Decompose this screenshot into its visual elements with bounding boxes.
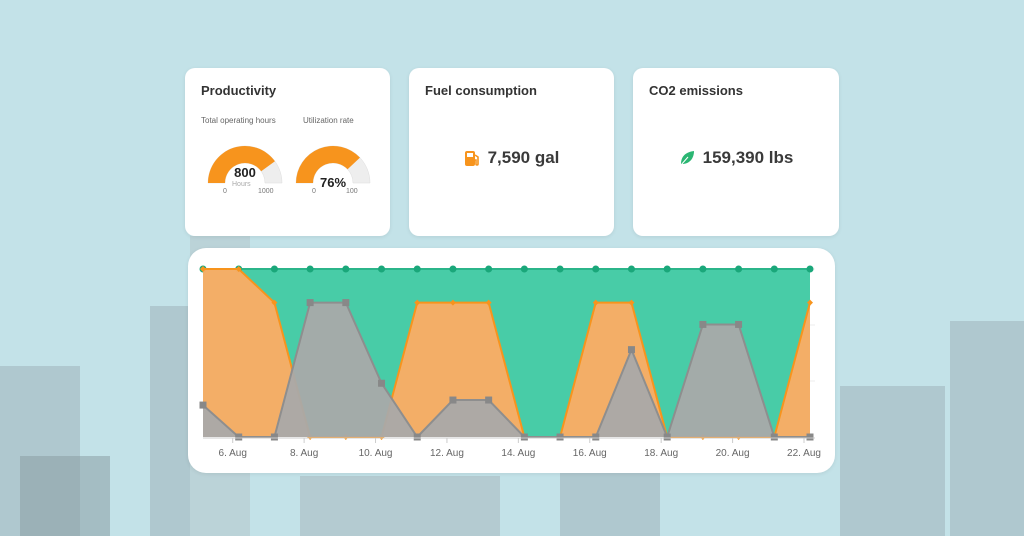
co2-value: 159,390 lbs — [702, 148, 794, 167]
gray-area — [203, 302, 810, 437]
gray-line — [202, 301, 810, 440]
orange-point — [807, 299, 813, 306]
co2-title: CO2 emissions — [649, 83, 743, 98]
gray-point — [770, 433, 778, 441]
gray-point — [520, 433, 528, 441]
activity-chart-card: 6. Aug 8. Aug 10. Aug 12. Aug 14. Aug 16. Aug… — [188, 248, 835, 473]
gray-point — [449, 396, 457, 404]
fuel-pump-icon — [464, 150, 479, 166]
x-tick-label: 20. Aug — [716, 448, 750, 459]
green-point — [806, 265, 814, 273]
gray-point — [485, 396, 493, 404]
green-point — [627, 265, 635, 273]
utilization-max: 100 — [346, 188, 358, 195]
fuel-card: Fuel consumption 7,590 gal — [409, 68, 614, 236]
gray-point — [699, 320, 707, 328]
hours-unit: Hours — [232, 181, 251, 188]
gray-point — [627, 346, 635, 354]
orange-area — [203, 269, 810, 437]
utilization-min: 0 — [312, 188, 316, 195]
gray-point — [235, 433, 243, 441]
leaf-icon — [680, 151, 694, 166]
hours-min: 0 — [223, 188, 227, 195]
gray-point — [806, 433, 814, 441]
hours-max: 1000 — [258, 188, 274, 195]
gray-point — [556, 433, 564, 441]
orange-point — [628, 299, 635, 306]
x-tick-label: 22. Aug — [787, 448, 821, 459]
gray-point — [306, 299, 314, 307]
green-point — [663, 265, 671, 273]
fuel-title: Fuel consumption — [425, 83, 537, 98]
gray-point — [592, 433, 600, 441]
gray-point — [342, 299, 350, 307]
x-tick-label: 14. Aug — [501, 448, 535, 459]
gray-point — [663, 433, 671, 441]
gray-point — [270, 433, 278, 441]
fuel-value: 7,590 gal — [487, 148, 560, 167]
productivity-title: Productivity — [201, 83, 277, 98]
green-point — [556, 265, 564, 273]
green-point — [735, 265, 743, 273]
x-tick-label: 10. Aug — [359, 448, 393, 459]
orange-point — [449, 299, 456, 306]
gray-point — [735, 320, 743, 328]
x-tick-label: 16. Aug — [573, 448, 607, 459]
orange-point — [485, 299, 492, 306]
hours-label: Total operating hours — [201, 116, 276, 125]
orange-point — [200, 266, 206, 272]
gray-point — [199, 401, 207, 409]
co2-card: CO2 emissions 159,390 lbs — [633, 68, 839, 236]
hours-gauge — [207, 145, 371, 184]
green-point — [342, 265, 350, 273]
green-point — [485, 265, 493, 273]
green-point — [699, 265, 707, 273]
gray-point — [378, 379, 386, 387]
green-point — [306, 265, 314, 273]
green-point — [520, 265, 528, 273]
orange-point — [271, 299, 278, 306]
productivity-card: Productivity Total operating hours Utili… — [185, 68, 390, 236]
x-tick-label: 18. Aug — [644, 448, 678, 459]
orange-point — [235, 266, 242, 272]
activity-area-chart: 6. Aug 8. Aug 10. Aug 12. Aug 14. Aug 16. Aug… — [199, 265, 821, 459]
green-point — [413, 265, 421, 273]
green-point — [770, 265, 778, 273]
green-point — [449, 265, 457, 273]
gray-point — [413, 433, 421, 441]
utilization-value: 76% — [319, 175, 347, 190]
x-tick-label: 8. Aug — [290, 448, 318, 459]
x-tick-label: 12. Aug — [430, 448, 464, 459]
x-tick-label: 6. Aug — [219, 448, 247, 459]
orange-point — [414, 299, 421, 306]
orange-point — [592, 299, 599, 306]
hours-value: 800 — [234, 165, 256, 180]
green-point — [378, 265, 386, 273]
green-point — [592, 265, 600, 273]
utilization-label: Utilization rate — [303, 116, 354, 125]
green-point — [270, 265, 278, 273]
